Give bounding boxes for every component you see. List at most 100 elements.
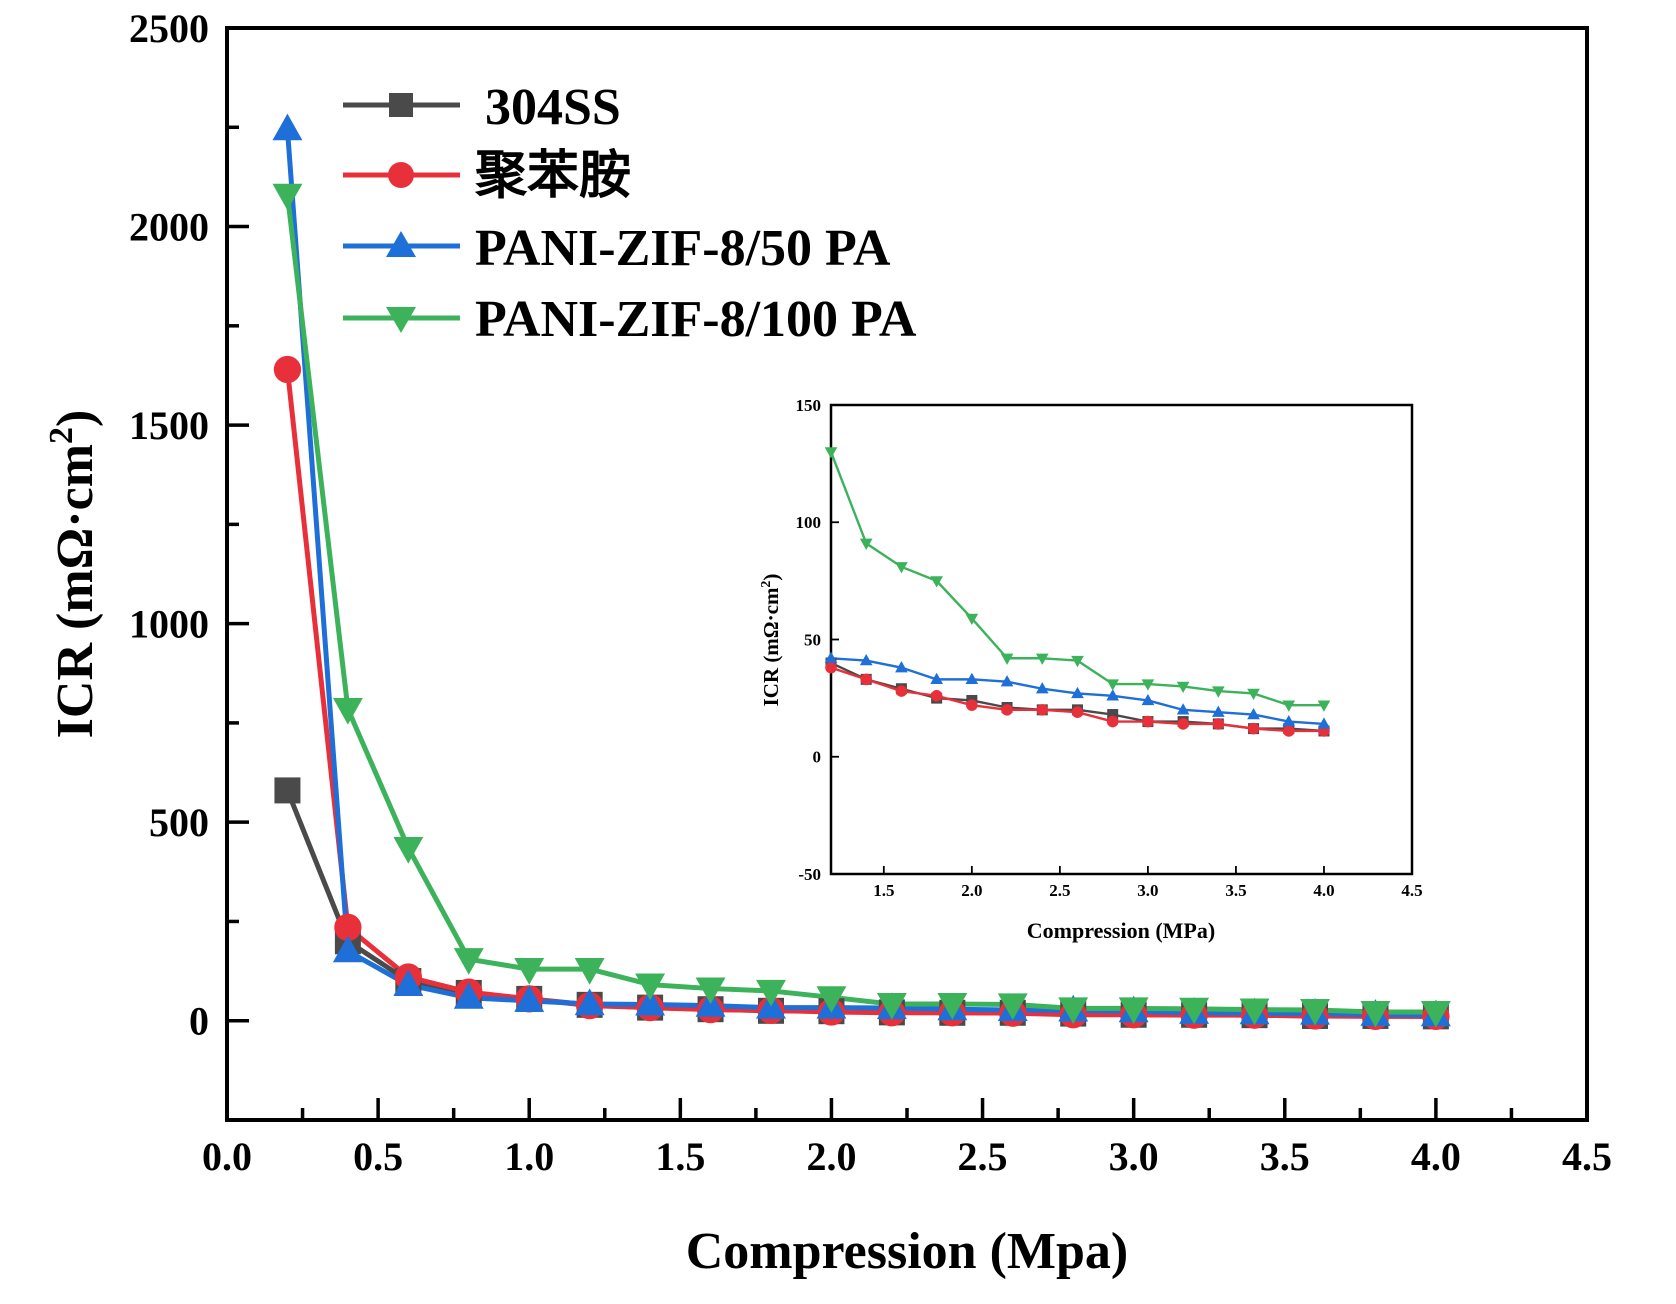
main-point-series-1 [273, 355, 302, 384]
legend-entry-pani-zif-8-50pa: PANI-ZIF-8/50 PA [343, 220, 891, 277]
inset-point-pani-zif-8-50-pa [1141, 693, 1155, 706]
inset-point-pani-zif-8-100-pa [1106, 679, 1120, 691]
main-point-pani-zif-8-50-pa [393, 969, 424, 997]
inset-y-tick-label: -50 [798, 865, 821, 884]
inset-point-pani-zif-8-50-pa [1035, 682, 1049, 694]
inset-x-tick-label: 3.5 [1225, 881, 1246, 900]
main-x-tick-label: 0.5 [353, 1134, 403, 1179]
main-point-pani-zif-8-100-pa [876, 992, 907, 1020]
inset-y-tick-label: 0 [813, 748, 822, 767]
inset-point-pani-zif-8-50-pa [1176, 703, 1190, 715]
main-plot: 0.0 0.5 1.0 1.5 2.0 2.5 3.0 3.5 4.0 4.50500100015… [43, 6, 1612, 1280]
main-point-pani-zif-8-100-pa [1360, 1000, 1391, 1028]
inset-point-pani-zif-8-100-pa [1035, 653, 1049, 665]
main-x-tick-label: 1.0 [504, 1134, 554, 1179]
main-point-pani-zif-8-50-pa [574, 988, 605, 1016]
legend-marker-pani-zif-8-100pa [386, 307, 416, 333]
legend-entry-304ss: 304SS [343, 79, 621, 136]
main-x-tick-label: 2.5 [958, 1134, 1008, 1179]
inset-point-pani-zif-8-100-pa [1317, 700, 1331, 712]
main-y-tick-label: 1500 [129, 403, 209, 448]
main-y-tick-label: 2000 [129, 205, 209, 250]
legend-entry-polyaniline: 聚苯胺 [343, 147, 631, 205]
inset-point-series-1 [1177, 718, 1189, 730]
inset-point-pani-zif-8-50-pa [824, 651, 838, 663]
main-x-tick-label: 4.0 [1411, 1134, 1461, 1179]
inset-point-pani-zif-8-100-pa [1141, 679, 1155, 691]
inset-x-tick-label: 1.5 [873, 881, 894, 900]
inset-point-series-1 [1106, 715, 1119, 728]
inset-point-pani-zif-8-100-pa [1247, 688, 1260, 701]
inset-point-pani-zif-8-50-pa [965, 672, 979, 685]
inset-point-pani-zif-8-100-pa [1212, 686, 1225, 698]
inset-plot: 1.5 2.0 2.5 3.0 3.5 4.0 4.5 -50 0 50 100 150 Compre… [759, 396, 1423, 943]
inset-point-pani-zif-8-50-pa [1247, 707, 1260, 720]
inset-point-pani-zif-8-100-pa [965, 613, 979, 625]
main-point-pani-zif-8-100-pa [1300, 998, 1330, 1026]
legend-label-304ss: 304SS [485, 79, 621, 136]
legend-label-polyaniline: 聚苯胺 [474, 147, 631, 205]
main-point-pani-zif-8-100-pa [937, 992, 968, 1020]
inset-point-pani-zif-8-50-pa [859, 654, 873, 666]
main-point-series-1 [334, 913, 362, 942]
inset-point-pani-zif-8-100-pa [859, 538, 873, 550]
inset-point-pani-zif-8-50-pa [1282, 714, 1296, 727]
legend-label-pani-zif-8-100pa: PANI-ZIF-8/100 PA [475, 291, 917, 348]
inset-y-tick-label: 150 [796, 396, 822, 415]
inset-point-pani-zif-8-50-pa [930, 672, 943, 685]
main-point-pani-zif-8-100-pa [574, 958, 605, 985]
main-x-tick-label: 0.0 [202, 1134, 252, 1179]
main-point-pani-zif-8-100-pa [514, 958, 545, 985]
inset-y-tick-label: 50 [804, 630, 821, 649]
main-point-pani-zif-8-100-pa [332, 697, 363, 725]
inset-x-tick-label: 4.0 [1313, 881, 1334, 900]
inset-x-tick-label: 2.5 [1049, 881, 1070, 900]
legend-entry-pani-zif-8-100pa: PANI-ZIF-8/100 PA [343, 291, 917, 348]
inset-point-pani-zif-8-50-pa [1071, 686, 1084, 699]
main-point-pani-zif-8-100-pa [635, 973, 666, 1001]
main-point-pani-zif-8-50-pa [453, 982, 484, 1009]
legend: 304SS 聚苯胺 PANI-ZIF-8/50 PA PANI-ZIF-8/10… [343, 79, 917, 348]
inset-y-tick-label: 100 [796, 513, 822, 532]
main-point-pani-zif-8-100-pa [1420, 1000, 1451, 1028]
inset-point-series-1 [1071, 706, 1084, 718]
inset-x-tick-label: 4.5 [1401, 881, 1422, 900]
inset-point-pani-zif-8-100-pa [824, 447, 838, 459]
inset-point-pani-zif-8-100-pa [1000, 653, 1014, 665]
inset-point-pani-zif-8-100-pa [1282, 700, 1296, 712]
main-point-pani-zif-8-50-pa [332, 935, 363, 963]
main-x-axis-title: Compression (Mpa) [686, 1223, 1128, 1280]
main-point-pani-zif-8-100-pa [1118, 997, 1149, 1025]
inset-point-series-1 [1001, 704, 1013, 716]
legend-label-pani-zif-8-50pa: PANI-ZIF-8/50 PA [475, 220, 891, 277]
main-y-tick-label: 2500 [129, 6, 209, 51]
main-point-pani-zif-8-100-pa [1179, 997, 1210, 1025]
inset-point-pani-zif-8-100-pa [1071, 655, 1084, 668]
main-point-pani-zif-8-100-pa [695, 977, 726, 1005]
inset-point-pani-zif-8-100-pa [1176, 681, 1190, 693]
legend-marker-pani-zif-8-50pa [386, 231, 416, 257]
main-point-pani-zif-8-100-pa [272, 183, 303, 211]
legend-marker-polyaniline [388, 162, 414, 188]
inset-point-pani-zif-8-50-pa [895, 661, 908, 673]
inset-point-pani-zif-8-100-pa [895, 562, 908, 574]
inset-point-pani-zif-8-50-pa [1106, 689, 1120, 701]
main-y-tick-label: 500 [149, 800, 209, 845]
inset-point-series-1 [930, 690, 943, 702]
main-point-pani-zif-8-100-pa [453, 948, 484, 975]
main-point-pani-zif-8-100-pa [816, 986, 847, 1013]
main-point-304ss [274, 777, 301, 804]
main-point-pani-zif-8-100-pa [1239, 998, 1270, 1026]
inset-point-series-1 [1036, 704, 1049, 716]
inset-plot-frame [829, 403, 1414, 876]
inset-x-tick-label: 2.0 [961, 881, 982, 900]
main-y-tick-label: 0 [189, 999, 209, 1044]
inset-x-tick-label: 3.0 [1137, 881, 1158, 900]
main-x-tick-label: 3.0 [1109, 1134, 1159, 1179]
inset-point-304ss [1107, 709, 1119, 721]
main-point-pani-zif-8-50-pa [514, 985, 545, 1012]
main-point-pani-zif-8-50-pa [272, 113, 303, 141]
inset-point-series-1 [1282, 725, 1295, 737]
main-x-tick-label: 1.5 [655, 1134, 705, 1179]
inset-point-pani-zif-8-50-pa [1000, 675, 1014, 687]
